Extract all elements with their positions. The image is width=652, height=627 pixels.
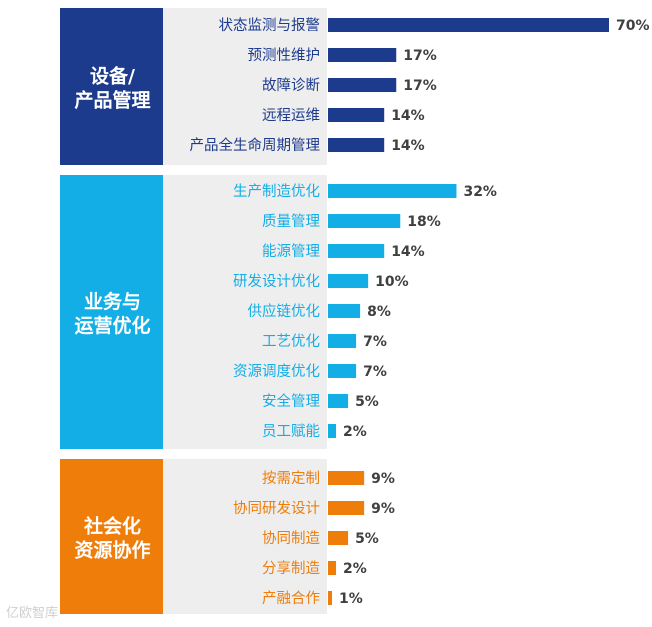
- bar: [328, 48, 397, 62]
- bar: [328, 471, 365, 485]
- bar: [328, 394, 349, 408]
- bar: [328, 244, 385, 258]
- bar: [328, 108, 385, 122]
- value-label: 32%: [463, 184, 497, 200]
- category-label: 生产制造优化: [233, 183, 320, 200]
- group-name-line: 产品管理: [74, 89, 150, 112]
- category-label: 产品全生命周期管理: [190, 136, 321, 154]
- bar: [328, 364, 357, 378]
- watermark: 亿欧智库: [6, 606, 59, 621]
- category-label: 安全管理: [262, 392, 320, 410]
- bar: [328, 78, 397, 92]
- bar: [328, 214, 401, 228]
- value-label: 7%: [363, 364, 387, 380]
- value-label: 70%: [616, 18, 650, 34]
- category-label: 工艺优化: [262, 333, 320, 350]
- bar: [328, 274, 369, 288]
- category-label: 预测性维护: [248, 47, 321, 64]
- category-label: 状态监测与报警: [219, 17, 321, 34]
- bar: [328, 531, 349, 545]
- category-label: 质量管理: [262, 213, 320, 230]
- value-label: 9%: [371, 501, 395, 517]
- category-label: 协同制造: [262, 530, 320, 547]
- group-name-line: 运营优化: [74, 314, 150, 337]
- value-label: 9%: [371, 471, 395, 487]
- value-label: 7%: [363, 334, 387, 350]
- category-label: 资源调度优化: [233, 363, 320, 380]
- category-label: 员工赋能: [262, 423, 320, 440]
- value-label: 17%: [403, 78, 437, 94]
- category-label: 故障诊断: [262, 76, 320, 94]
- group-name-line: 设备/: [90, 65, 135, 88]
- group-panel: [60, 459, 163, 614]
- group-band: [163, 459, 327, 614]
- value-label: 14%: [391, 138, 425, 154]
- bar: [328, 424, 337, 438]
- value-label: 1%: [339, 591, 363, 607]
- category-label: 分享制造: [262, 560, 320, 577]
- value-label: 10%: [375, 274, 409, 290]
- category-label: 供应链优化: [248, 302, 321, 320]
- category-label: 协同研发设计: [233, 500, 320, 517]
- group-panel: [60, 175, 163, 449]
- value-label: 17%: [403, 48, 437, 64]
- category-label: 能源管理: [262, 243, 320, 260]
- bar: [328, 304, 361, 318]
- category-label: 产融合作: [262, 590, 320, 607]
- category-label: 研发设计优化: [233, 273, 320, 290]
- value-label: 2%: [343, 561, 367, 577]
- group-band: [163, 175, 327, 449]
- group-name-line: 业务与: [84, 290, 141, 313]
- value-label: 14%: [391, 244, 425, 260]
- bar: [328, 18, 609, 32]
- group-name-line: 资源协作: [74, 539, 150, 562]
- category-label: 远程运维: [262, 107, 320, 124]
- bar: [328, 138, 385, 152]
- bar: [328, 334, 357, 348]
- value-label: 5%: [355, 531, 379, 547]
- group-band: [163, 8, 327, 165]
- bar: [328, 184, 457, 198]
- bar: [328, 561, 337, 575]
- bar: [328, 501, 365, 515]
- category-label: 按需定制: [262, 470, 320, 487]
- value-label: 14%: [391, 108, 425, 124]
- group-name-line: 社会化: [83, 515, 141, 538]
- value-label: 2%: [343, 424, 367, 440]
- bar: [328, 591, 333, 605]
- value-label: 8%: [367, 304, 391, 320]
- value-label: 5%: [355, 394, 379, 410]
- group-panel: [60, 8, 163, 165]
- value-label: 18%: [407, 214, 441, 230]
